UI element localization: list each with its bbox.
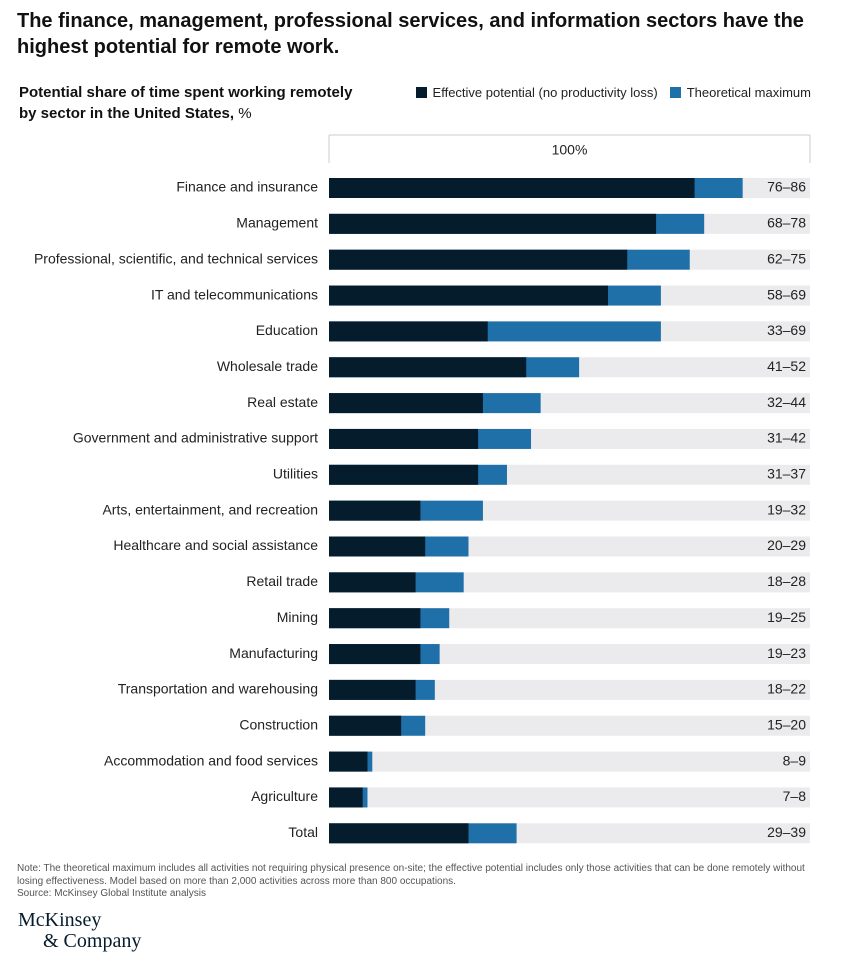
category-label: Finance and insurance <box>176 179 318 195</box>
legend-label: Effective potential (no productivity los… <box>432 85 658 100</box>
category-label: Transportation and warehousing <box>118 681 318 697</box>
category-label: Utilities <box>273 466 318 482</box>
subtitle-text: Potential share of time spent working re… <box>19 84 353 122</box>
category-label: Wholesale trade <box>217 358 318 374</box>
bar <box>329 357 527 378</box>
category-label: Total <box>288 824 318 840</box>
note: Note: The theoretical maximum includes a… <box>17 863 805 887</box>
value-label: 31–37 <box>767 466 806 482</box>
logo-line: McKinsey <box>18 909 102 931</box>
value-label: 58–69 <box>767 286 806 302</box>
value-label: 19–25 <box>767 609 806 625</box>
bar <box>329 787 363 808</box>
logo: McKinsey & Company <box>18 910 141 952</box>
track <box>329 751 810 772</box>
chart-subtitle: Potential share of time spent working re… <box>19 82 364 124</box>
category-label: Retail trade <box>246 573 318 589</box>
bar <box>329 823 469 844</box>
legend-label: Theoretical maximum <box>686 85 811 100</box>
bar <box>329 321 488 342</box>
category-label: Agriculture <box>251 788 318 804</box>
legend: Effective potential (no productivity los… <box>415 85 811 100</box>
value-label: 62–75 <box>767 250 806 266</box>
scale-label: 100% <box>552 142 588 158</box>
track <box>329 715 810 736</box>
value-label: 76–86 <box>767 179 806 195</box>
value-label: 32–44 <box>767 394 806 410</box>
bar <box>329 500 421 521</box>
category-label: Government and administrative support <box>73 430 318 446</box>
category-label: Education <box>256 322 318 338</box>
category-label: IT and telecommunications <box>151 286 318 302</box>
bar <box>329 249 628 270</box>
category-label: Management <box>236 215 318 231</box>
bar <box>329 428 479 449</box>
value-label: 19–23 <box>767 645 806 661</box>
logo-line: & Company <box>43 930 142 952</box>
category-label: Manufacturing <box>229 645 318 661</box>
category-label: Healthcare and social assistance <box>113 537 318 553</box>
category-label: Construction <box>239 716 318 732</box>
unit: % <box>238 105 252 122</box>
value-label: 29–39 <box>767 824 806 840</box>
value-label: 7–8 <box>783 788 807 804</box>
track <box>329 787 810 808</box>
track <box>329 644 810 665</box>
bar <box>329 715 402 736</box>
value-label: 18–22 <box>767 681 806 697</box>
value-label: 15–20 <box>767 716 806 732</box>
bar <box>329 644 421 665</box>
legend-swatch <box>415 87 427 98</box>
value-label: 8–9 <box>783 752 807 768</box>
value-label: 19–32 <box>767 501 806 517</box>
bar <box>329 393 483 414</box>
category-label: Accommodation and food services <box>104 752 318 768</box>
bar <box>329 608 421 629</box>
bar <box>329 464 479 485</box>
legend-item: Effective potential (no productivity los… <box>415 85 658 100</box>
source: Source: McKinsey Global Institute analys… <box>17 888 206 899</box>
category-label: Real estate <box>247 394 318 410</box>
bar <box>329 679 416 700</box>
track <box>329 679 810 700</box>
category-label: Professional, scientific, and technical … <box>34 250 318 266</box>
bar <box>329 536 426 557</box>
category-label: Arts, entertainment, and recreation <box>102 501 318 517</box>
bar <box>329 178 695 198</box>
value-label: 31–42 <box>767 430 806 446</box>
value-label: 68–78 <box>767 215 806 231</box>
value-label: 41–52 <box>767 358 806 374</box>
bar <box>329 572 416 593</box>
bar <box>329 751 368 772</box>
bar <box>329 285 608 306</box>
value-label: 33–69 <box>767 322 806 338</box>
chart-title: The finance, management, professional se… <box>17 10 804 58</box>
value-label: 20–29 <box>767 537 806 553</box>
bar <box>329 213 657 234</box>
value-label: 18–28 <box>767 573 806 589</box>
category-label: Mining <box>277 609 318 625</box>
legend-swatch <box>669 87 681 98</box>
legend-item: Theoretical maximum <box>669 85 811 100</box>
